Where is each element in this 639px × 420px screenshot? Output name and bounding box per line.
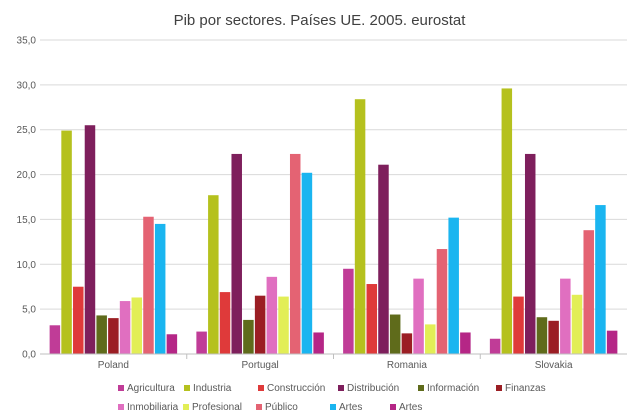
legend-swatch xyxy=(118,385,124,391)
bar-poland-9 xyxy=(154,223,166,354)
bar-romania-2 xyxy=(366,284,378,354)
y-tick-label: 35,0 xyxy=(17,36,37,47)
x-category-label: Romania xyxy=(387,360,427,371)
bar-slovakia-5 xyxy=(548,320,559,354)
bar-poland-10 xyxy=(166,334,178,354)
bar-romania-5 xyxy=(401,333,413,354)
bar-poland-2 xyxy=(73,286,84,354)
y-tick-label: 25,0 xyxy=(17,125,37,136)
legend-label: Público xyxy=(265,402,298,413)
y-tick-label: 15,0 xyxy=(17,215,37,226)
bar-slovakia-3 xyxy=(524,153,536,354)
x-category-label: Slovakia xyxy=(535,360,573,371)
bar-romania-10 xyxy=(460,332,471,354)
bar-romania-6 xyxy=(413,278,424,354)
bar-portugal-2 xyxy=(219,292,231,354)
legend-label: Agricultura xyxy=(127,383,175,394)
bar-poland-3 xyxy=(84,125,96,354)
legend-swatch xyxy=(183,404,189,410)
bar-slovakia-10 xyxy=(606,330,618,354)
legend-label: Finanzas xyxy=(505,383,546,394)
y-tick-label: 0,0 xyxy=(22,350,36,361)
bar-slovakia-0 xyxy=(489,338,501,354)
legend: Agricultura Industria Construcción Distribu… xyxy=(118,383,546,413)
x-category-label: Poland xyxy=(98,360,129,371)
bar-portugal-5 xyxy=(254,295,266,354)
legend-label: Distribución xyxy=(347,383,399,394)
legend-label: Industria xyxy=(193,383,232,394)
bar-portugal-9 xyxy=(301,172,313,354)
bar-poland-1 xyxy=(61,130,72,354)
bar-romania-1 xyxy=(354,99,366,354)
bar-poland-6 xyxy=(119,301,131,354)
legend-swatch xyxy=(258,385,264,391)
bar-romania-3 xyxy=(378,164,389,354)
bar-portugal-4 xyxy=(243,319,254,354)
legend-label: Inmobiliaria xyxy=(127,402,179,413)
legend-swatch xyxy=(256,404,262,410)
chart-title: Pib por sectores. Países UE. 2005. euros… xyxy=(174,12,467,29)
bar-slovakia-7 xyxy=(571,294,583,354)
bar-slovakia-4 xyxy=(536,317,548,354)
y-tick-label: 10,0 xyxy=(17,260,37,271)
legend-label: Artes xyxy=(339,402,362,413)
legend-label: Artes xyxy=(399,402,422,413)
bar-portugal-0 xyxy=(196,331,207,354)
legend-swatch xyxy=(496,385,502,391)
bar-poland-8 xyxy=(143,216,154,354)
bar-slovakia-8 xyxy=(583,230,594,354)
bar-romania-8 xyxy=(436,249,448,354)
bar-romania-9 xyxy=(448,217,459,354)
bar-portugal-7 xyxy=(278,296,289,354)
legend-label: Profesional xyxy=(192,402,242,413)
bar-romania-7 xyxy=(425,324,436,354)
legend-swatch xyxy=(390,404,396,410)
y-tick-label: 20,0 xyxy=(17,170,37,181)
bar-poland-5 xyxy=(108,318,119,354)
legend-label: Información xyxy=(427,383,479,394)
legend-swatch xyxy=(418,385,424,391)
bar-portugal-1 xyxy=(208,195,219,354)
bar-poland-4 xyxy=(96,315,107,354)
bar-portugal-3 xyxy=(231,153,242,354)
y-tick-label: 5,0 xyxy=(22,305,36,316)
bars-layer xyxy=(49,88,618,355)
bar-poland-7 xyxy=(131,297,143,354)
bar-portugal-10 xyxy=(313,332,324,354)
bar-poland-0 xyxy=(49,325,61,354)
bar-slovakia-1 xyxy=(501,88,513,355)
bar-romania-4 xyxy=(389,314,401,354)
legend-swatch xyxy=(184,385,190,391)
axis-layer: 0,0 5,0 10,0 15,0 20,0 25,0 30,0 35,0 Poland Port… xyxy=(17,36,627,371)
legend-swatch xyxy=(118,404,124,410)
x-category-label: Portugal xyxy=(242,360,279,371)
y-tick-label: 30,0 xyxy=(17,80,37,91)
legend-swatch xyxy=(330,404,336,410)
bar-portugal-8 xyxy=(289,153,301,354)
bar-slovakia-2 xyxy=(513,296,524,354)
legend-label: Construcción xyxy=(267,383,325,394)
legend-swatch xyxy=(338,385,344,391)
bar-slovakia-9 xyxy=(595,205,606,354)
bar-portugal-6 xyxy=(266,276,278,354)
bar-romania-0 xyxy=(343,268,354,354)
bar-slovakia-6 xyxy=(560,278,571,354)
